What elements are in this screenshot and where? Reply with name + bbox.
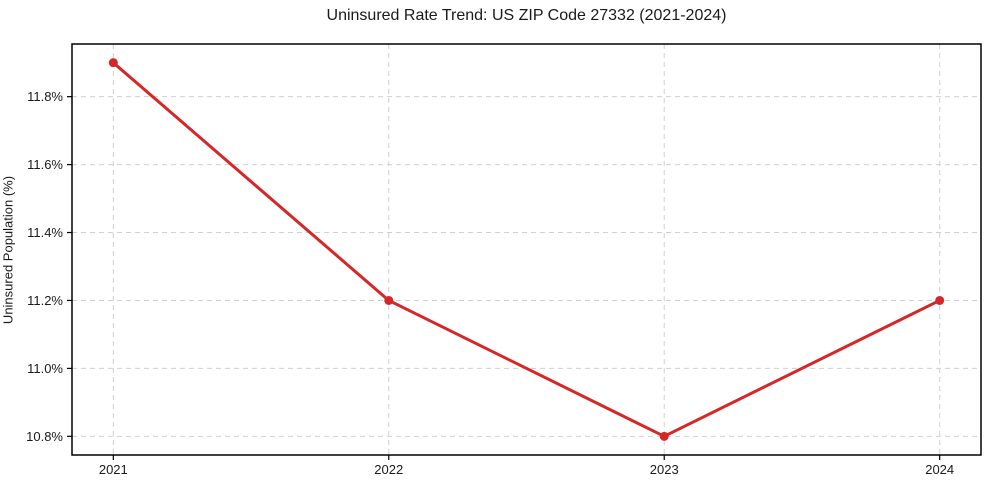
y-axis-label: Uninsured Population (%) [0,175,16,325]
x-tick-label: 2021 [99,462,128,477]
axis-ticks [67,96,941,460]
y-tick-label: 11.8% [27,89,63,104]
series-line [111,61,942,438]
grid-lines [72,44,981,455]
chart-title: Uninsured Rate Trend: US ZIP Code 27332 … [326,7,727,24]
x-tick-label: 2024 [925,462,954,477]
x-tick-label: 2022 [374,462,403,477]
data-point-marker [108,58,118,68]
y-tick-label: 10.8% [26,429,63,444]
y-tick-label: 11.0% [27,361,63,376]
data-point-marker [659,431,669,441]
y-tick-label: 11.2% [27,293,63,308]
y-tick-label: 11.6% [27,157,63,172]
plot-border [71,43,982,456]
y-tick-label: 11.4% [27,225,63,240]
x-tick-label: 2023 [650,462,679,477]
data-point-marker [935,295,945,305]
data-point-marker [384,295,394,305]
